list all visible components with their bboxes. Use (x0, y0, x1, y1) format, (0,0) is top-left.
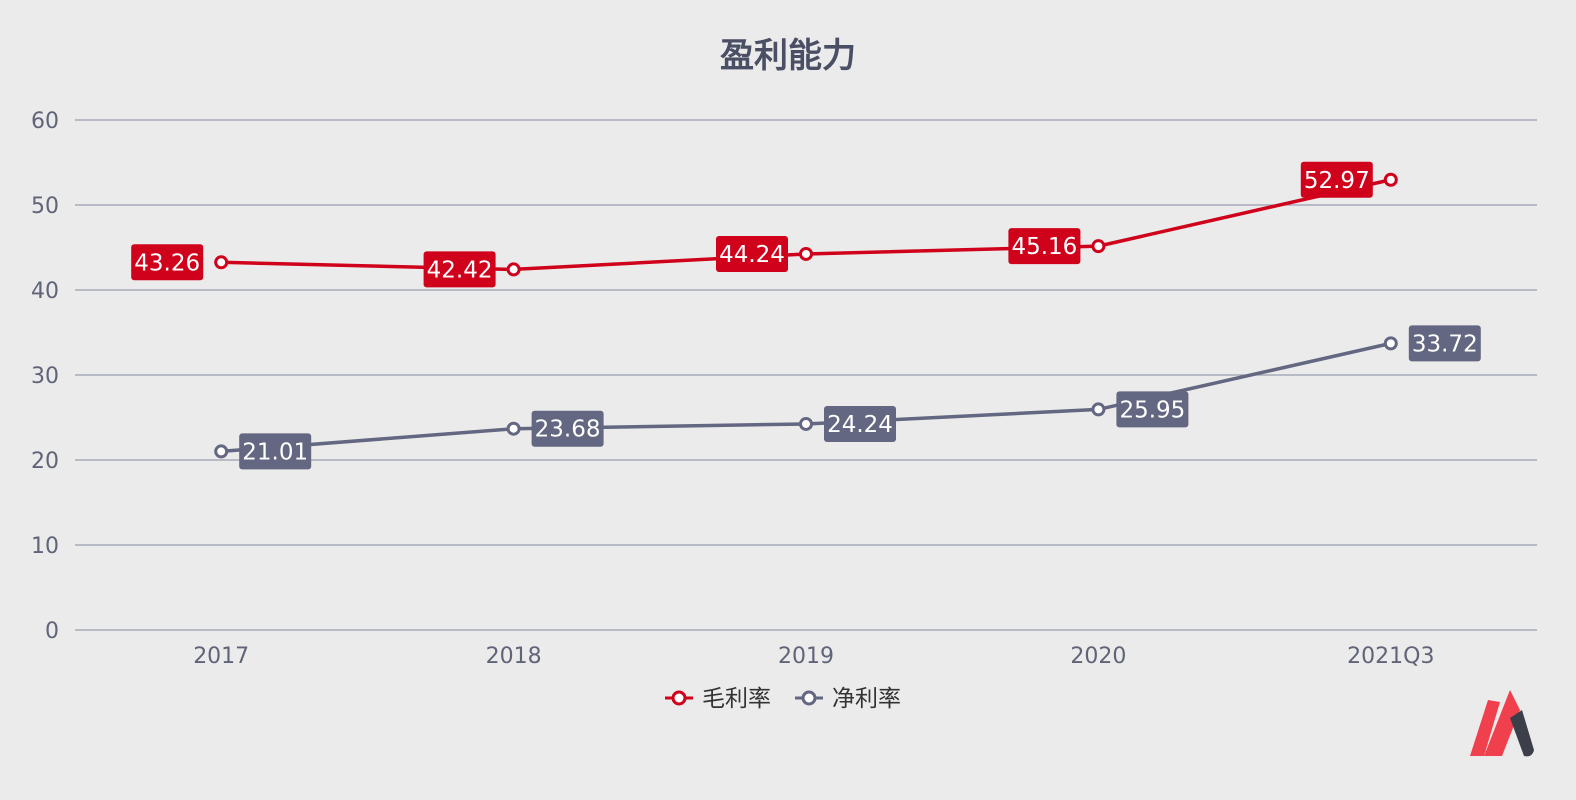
data-label-box (1008, 228, 1081, 265)
data-label: 43.26 (134, 250, 200, 276)
y-tick-label: 10 (31, 534, 59, 559)
data-point[interactable] (799, 416, 813, 431)
y-tick-label: 0 (45, 619, 59, 644)
logo-stroke-left (1470, 700, 1500, 756)
data-label-box (716, 235, 788, 272)
data-label: 33.72 (1412, 331, 1478, 357)
data-label: 21.01 (242, 439, 308, 465)
data-label-box (1408, 325, 1481, 362)
brand-logo-icon (1470, 690, 1534, 757)
data-label: 25.95 (1119, 397, 1185, 423)
y-tick-label: 60 (31, 109, 59, 134)
data-point[interactable] (214, 255, 229, 270)
data-label-box (531, 410, 604, 447)
legend-label-2[interactable]: 净利率 (832, 686, 901, 712)
y-tick-label: 30 (31, 364, 59, 389)
data-label-box (131, 244, 204, 281)
data-point[interactable] (1383, 172, 1398, 187)
legend-marker-icon[interactable] (671, 690, 687, 706)
legend-marker-icon[interactable] (801, 690, 817, 706)
logo-stroke-right (1510, 710, 1534, 757)
data-label: 44.24 (719, 242, 785, 268)
data-point[interactable] (1383, 336, 1398, 351)
data-label-box (423, 251, 496, 288)
x-tick-label: 2021Q3 (1347, 644, 1434, 669)
data-point[interactable] (1091, 402, 1106, 417)
y-tick-label: 50 (31, 194, 59, 219)
data-label: 42.42 (427, 257, 493, 283)
x-tick-label: 2018 (486, 644, 542, 669)
legend-label-1[interactable]: 毛利率 (702, 686, 771, 712)
data-point[interactable] (506, 421, 521, 436)
x-tick-label: 2020 (1070, 644, 1126, 669)
data-label-box (1300, 161, 1373, 198)
data-point[interactable] (506, 262, 521, 277)
data-label: 24.24 (827, 412, 893, 438)
x-tick-label: 2017 (193, 644, 249, 669)
data-point[interactable] (1091, 239, 1106, 254)
data-point[interactable] (799, 246, 813, 261)
y-tick-label: 20 (31, 449, 59, 474)
x-tick-label: 2019 (778, 644, 834, 669)
data-label: 23.68 (535, 417, 601, 443)
data-label: 45.16 (1011, 234, 1077, 260)
logo-stroke-middle (1484, 690, 1520, 756)
data-label-box (824, 405, 896, 442)
data-label-box (239, 433, 312, 470)
y-tick-label: 40 (31, 279, 59, 304)
chart-title: 盈利能力 (720, 36, 856, 76)
data-label: 52.97 (1304, 168, 1370, 194)
data-label-box (1116, 391, 1189, 428)
series-line-2 (221, 341, 1392, 454)
data-point[interactable] (214, 444, 229, 459)
